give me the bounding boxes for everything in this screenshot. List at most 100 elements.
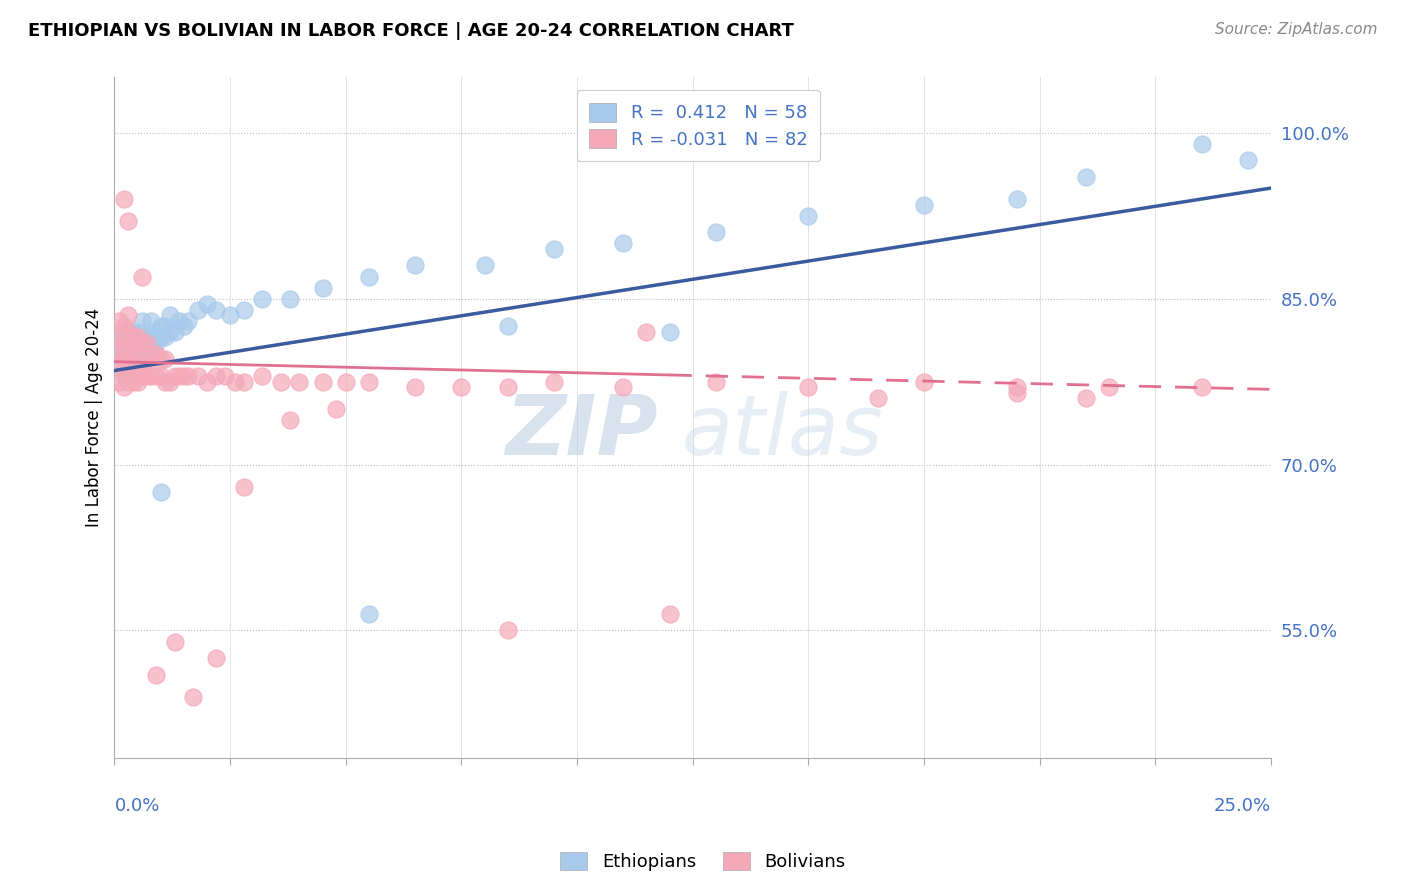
Point bbox=[163, 634, 186, 648]
Point bbox=[543, 375, 565, 389]
Point bbox=[278, 413, 301, 427]
Point bbox=[127, 342, 149, 356]
Point bbox=[112, 380, 135, 394]
Point bbox=[450, 380, 472, 394]
Point bbox=[543, 242, 565, 256]
Point bbox=[141, 347, 163, 361]
Point bbox=[233, 375, 256, 389]
Point bbox=[177, 314, 200, 328]
Point bbox=[117, 363, 139, 377]
Point bbox=[205, 302, 228, 317]
Point bbox=[135, 347, 157, 361]
Point bbox=[159, 308, 181, 322]
Legend: R =  0.412   N = 58, R = -0.031   N = 82: R = 0.412 N = 58, R = -0.031 N = 82 bbox=[576, 90, 820, 161]
Point bbox=[127, 352, 149, 367]
Point bbox=[149, 319, 172, 334]
Point bbox=[131, 335, 153, 350]
Point bbox=[112, 192, 135, 206]
Point bbox=[173, 319, 195, 334]
Point bbox=[145, 325, 167, 339]
Point bbox=[1005, 385, 1028, 400]
Point bbox=[1005, 192, 1028, 206]
Point bbox=[135, 358, 157, 372]
Point bbox=[496, 380, 519, 394]
Point bbox=[141, 330, 163, 344]
Text: ETHIOPIAN VS BOLIVIAN IN LABOR FORCE | AGE 20-24 CORRELATION CHART: ETHIOPIAN VS BOLIVIAN IN LABOR FORCE | A… bbox=[28, 22, 794, 40]
Point bbox=[278, 292, 301, 306]
Point bbox=[496, 319, 519, 334]
Y-axis label: In Labor Force | Age 20-24: In Labor Force | Age 20-24 bbox=[86, 308, 103, 527]
Point bbox=[1098, 380, 1121, 394]
Point bbox=[167, 369, 190, 384]
Point bbox=[335, 375, 357, 389]
Point bbox=[122, 342, 145, 356]
Text: Source: ZipAtlas.com: Source: ZipAtlas.com bbox=[1215, 22, 1378, 37]
Point bbox=[117, 363, 139, 377]
Point bbox=[155, 375, 177, 389]
Point bbox=[357, 269, 380, 284]
Point bbox=[404, 259, 426, 273]
Text: 25.0%: 25.0% bbox=[1213, 797, 1271, 814]
Point bbox=[357, 375, 380, 389]
Point bbox=[1237, 153, 1260, 168]
Point bbox=[912, 197, 935, 211]
Point bbox=[108, 375, 131, 389]
Point bbox=[112, 335, 135, 350]
Point bbox=[325, 402, 347, 417]
Point bbox=[127, 347, 149, 361]
Point bbox=[797, 209, 820, 223]
Point bbox=[155, 330, 177, 344]
Point bbox=[127, 363, 149, 377]
Point bbox=[159, 325, 181, 339]
Point bbox=[149, 369, 172, 384]
Point bbox=[288, 375, 311, 389]
Point bbox=[112, 319, 135, 334]
Point bbox=[233, 480, 256, 494]
Point bbox=[149, 330, 172, 344]
Point bbox=[252, 292, 274, 306]
Point bbox=[149, 352, 172, 367]
Point bbox=[117, 330, 139, 344]
Point bbox=[131, 358, 153, 372]
Point bbox=[131, 369, 153, 384]
Point bbox=[122, 363, 145, 377]
Point bbox=[145, 369, 167, 384]
Point bbox=[108, 330, 131, 344]
Point bbox=[658, 607, 681, 621]
Point bbox=[496, 624, 519, 638]
Point bbox=[1005, 380, 1028, 394]
Point bbox=[181, 690, 204, 704]
Point bbox=[155, 319, 177, 334]
Point bbox=[117, 308, 139, 322]
Point bbox=[108, 335, 131, 350]
Point bbox=[117, 342, 139, 356]
Point bbox=[112, 347, 135, 361]
Point bbox=[122, 375, 145, 389]
Point bbox=[135, 335, 157, 350]
Point bbox=[131, 335, 153, 350]
Point bbox=[155, 352, 177, 367]
Text: atlas: atlas bbox=[681, 391, 883, 472]
Point bbox=[205, 651, 228, 665]
Point bbox=[219, 308, 242, 322]
Point bbox=[108, 352, 131, 367]
Point bbox=[141, 369, 163, 384]
Point bbox=[474, 259, 496, 273]
Point bbox=[141, 314, 163, 328]
Point bbox=[117, 347, 139, 361]
Point bbox=[214, 369, 236, 384]
Point bbox=[117, 375, 139, 389]
Point bbox=[112, 369, 135, 384]
Point bbox=[195, 297, 218, 311]
Point bbox=[1074, 169, 1097, 184]
Point bbox=[117, 325, 139, 339]
Point bbox=[145, 347, 167, 361]
Point bbox=[612, 380, 634, 394]
Point bbox=[127, 330, 149, 344]
Point bbox=[224, 375, 246, 389]
Point bbox=[636, 325, 658, 339]
Point bbox=[117, 214, 139, 228]
Point bbox=[311, 375, 333, 389]
Point bbox=[1191, 136, 1213, 151]
Point bbox=[108, 347, 131, 361]
